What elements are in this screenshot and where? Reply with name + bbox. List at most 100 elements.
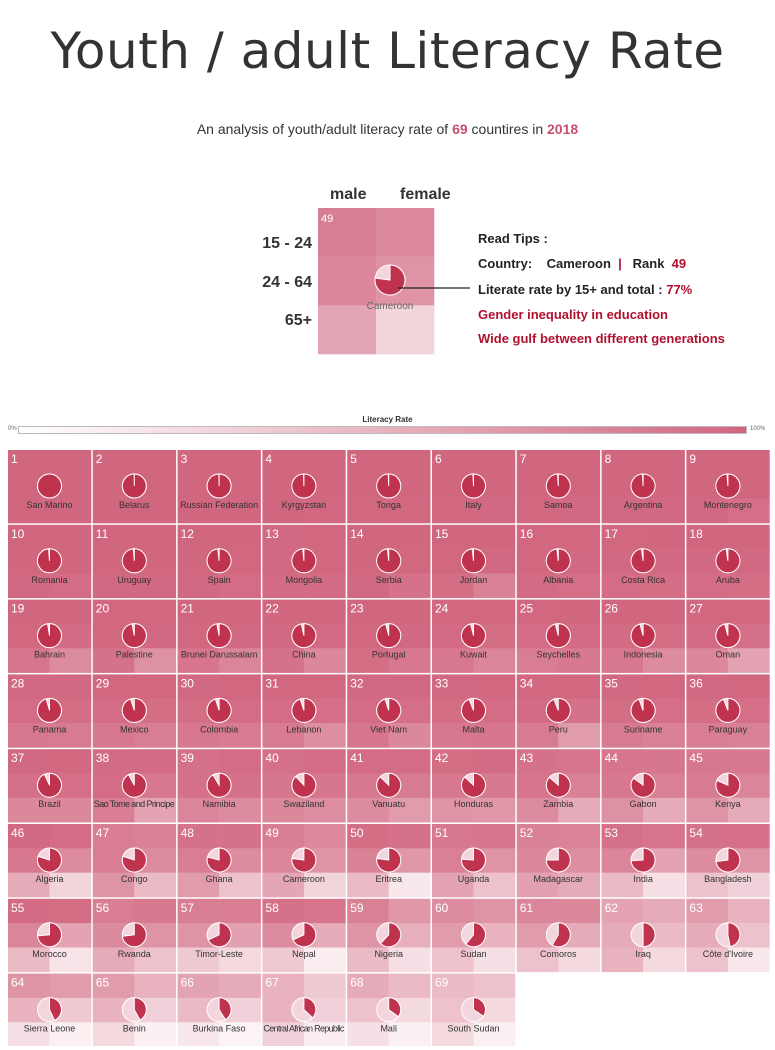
country-pie-slice — [37, 473, 62, 499]
country-pie-slice — [715, 697, 741, 723]
country-pie-slice — [630, 473, 656, 499]
country-rank: 39 — [181, 751, 195, 765]
country-tile-cell — [8, 573, 50, 599]
country-tile-cell — [473, 797, 516, 823]
country-tile: 13 Mongolia — [262, 524, 346, 599]
country-pie — [545, 548, 571, 574]
country-pie-slice — [206, 623, 232, 649]
country-tile: 3 Russian Federation — [177, 450, 261, 524]
country-name: Madagascar — [534, 874, 584, 884]
country-tile-cell — [219, 648, 261, 673]
country-tile-cell — [134, 824, 177, 849]
country-tile: 35 Suriname — [601, 674, 685, 748]
country-rank: 11 — [96, 527, 109, 541]
country-pie — [206, 548, 232, 574]
country-name: Timor-Leste — [195, 949, 243, 959]
country-name: Tonga — [376, 500, 401, 510]
country-tile-cell — [601, 749, 644, 774]
country-tile-cell — [177, 648, 220, 673]
country-tile-cell — [177, 524, 220, 550]
country-pie-slice — [291, 473, 317, 499]
country-pie-slice — [37, 847, 62, 873]
country-tile-cell — [8, 524, 50, 550]
country-tile: 53 India — [601, 824, 685, 898]
legend-tile: 49 Cameroon — [318, 208, 435, 355]
country-tile-cell — [219, 1022, 261, 1046]
tips-country-value: Cameroon — [546, 256, 611, 271]
country-tile: 55 Morocco — [8, 898, 92, 973]
country-tile-cell — [601, 674, 644, 700]
country-tile-cell — [177, 872, 220, 898]
country-pie-slice — [545, 697, 571, 723]
country-pie-slice — [291, 772, 317, 798]
country-tile-cell — [432, 973, 474, 999]
country-tile-cell — [92, 947, 135, 973]
country-pie-slice — [545, 847, 571, 873]
country-rank: 65 — [96, 976, 110, 990]
country-grid: 1 San Marino 2 Belarus 3 Russian Federation 4 K… — [8, 450, 770, 1046]
country-tile-cell — [177, 749, 220, 774]
country-name: Albania — [543, 575, 573, 585]
country-tile-cell — [262, 1022, 305, 1046]
country-name: Namibia — [203, 799, 236, 809]
country-tile-cell — [686, 450, 729, 475]
country-name: Kuwait — [460, 650, 488, 660]
country-pie — [461, 847, 486, 873]
country-pie — [630, 772, 656, 798]
country-tile-cell — [92, 898, 135, 924]
country-rank: 53 — [605, 826, 619, 840]
country-pie — [461, 473, 486, 499]
country-tile-cell — [558, 898, 601, 924]
country-tile-cell — [303, 872, 346, 898]
country-tile: 4 Kyrgyzstan — [262, 450, 346, 524]
country-pie — [376, 772, 402, 798]
country-rank: 69 — [435, 976, 449, 990]
country-tile-cell — [473, 973, 516, 999]
country-pie — [37, 997, 62, 1023]
country-rank: 41 — [350, 751, 364, 765]
country-pie — [291, 697, 317, 723]
country-tile-cell — [134, 898, 177, 924]
country-tile-cell — [643, 824, 685, 849]
country-tile: 37 Brazil — [8, 749, 92, 823]
country-rank: 54 — [689, 826, 703, 840]
country-tile-cell — [727, 749, 770, 774]
country-rank: 64 — [11, 976, 25, 990]
country-pie — [376, 697, 402, 723]
country-pie — [715, 922, 741, 948]
country-tile-cell — [177, 824, 220, 849]
country-tile-cell — [303, 648, 346, 673]
country-tile-cell — [8, 498, 50, 524]
legend-col-male: male — [330, 186, 367, 203]
country-tile-cell — [473, 898, 516, 924]
country-tile-cell — [303, 498, 346, 524]
country-tile-cell — [49, 973, 92, 999]
country-tile-cell — [388, 824, 431, 849]
country-pie-slice — [206, 847, 232, 873]
country-name: Peru — [549, 724, 568, 734]
country-rank: 45 — [689, 751, 703, 765]
country-pie-slice — [206, 548, 232, 574]
country-pie — [461, 623, 486, 649]
country-name: Lebanon — [286, 724, 321, 734]
country-pie-slice — [121, 772, 147, 798]
country-tile: 56 Rwanda — [92, 898, 177, 973]
country-pie — [715, 548, 741, 574]
country-tile-cell — [388, 947, 431, 973]
country-tile-cell — [177, 947, 220, 973]
country-pie-slice — [206, 697, 232, 723]
country-pie-slice — [461, 847, 486, 873]
country-pie-slice — [715, 548, 741, 574]
country-tile: 42 Honduras — [432, 749, 516, 823]
country-tile-cell — [727, 498, 770, 524]
country-name: Honduras — [454, 799, 494, 809]
country-pie-slice — [715, 623, 741, 649]
country-name: Kenya — [715, 799, 741, 809]
country-pie — [121, 473, 147, 499]
legend-tile-cell — [376, 305, 435, 355]
country-tile-cell — [473, 824, 516, 849]
country-pie-slice — [121, 847, 147, 873]
country-rank: 15 — [435, 527, 449, 541]
country-tile-cell — [643, 947, 685, 973]
country-tile-cell — [727, 648, 770, 673]
